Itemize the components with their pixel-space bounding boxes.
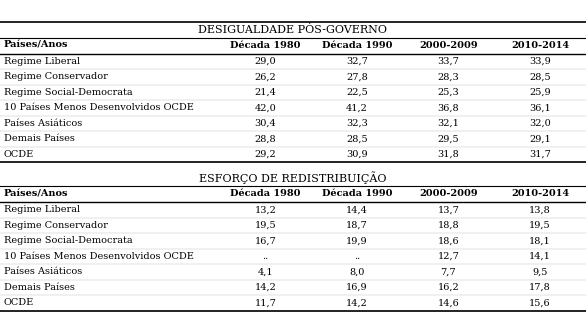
Text: Regime Social-Democrata: Regime Social-Democrata [4, 88, 132, 97]
Text: 11,7: 11,7 [254, 298, 277, 307]
Text: OCDE: OCDE [4, 298, 34, 307]
Text: Países/Anos: Países/Anos [4, 190, 69, 199]
Text: 19,5: 19,5 [529, 221, 551, 230]
Text: 32,3: 32,3 [346, 119, 368, 128]
Text: 31,7: 31,7 [529, 150, 551, 159]
Text: 27,8: 27,8 [346, 72, 368, 81]
Text: 28,8: 28,8 [255, 134, 276, 143]
Text: 31,8: 31,8 [437, 150, 459, 159]
Text: Regime Conservador: Regime Conservador [4, 72, 108, 81]
Text: 32,7: 32,7 [346, 57, 368, 66]
Text: 8,0: 8,0 [349, 267, 364, 276]
Text: 17,8: 17,8 [529, 283, 551, 292]
Text: 12,7: 12,7 [437, 252, 459, 261]
Text: 33,9: 33,9 [529, 57, 551, 66]
Text: 14,1: 14,1 [529, 252, 551, 261]
Text: 18,1: 18,1 [529, 236, 551, 245]
Text: ..: .. [354, 252, 360, 261]
Text: 28,3: 28,3 [437, 72, 459, 81]
Text: 10 Países Menos Desenvolvidos OCDE: 10 Países Menos Desenvolvidos OCDE [4, 103, 194, 112]
Text: 14,2: 14,2 [254, 283, 277, 292]
Text: 13,2: 13,2 [254, 205, 277, 214]
Text: 29,2: 29,2 [254, 150, 277, 159]
Text: 9,5: 9,5 [532, 267, 548, 276]
Text: Década 1990: Década 1990 [322, 41, 392, 50]
Text: Regime Social-Democrata: Regime Social-Democrata [4, 236, 132, 245]
Text: Regime Liberal: Regime Liberal [4, 57, 80, 66]
Text: 13,7: 13,7 [437, 205, 459, 214]
Text: 26,2: 26,2 [254, 72, 277, 81]
Text: 2000-2009: 2000-2009 [419, 41, 478, 50]
Text: Demais Países: Demais Países [4, 134, 75, 143]
Text: ESFORÇO DE REDISTRIBUIÇÃO: ESFORÇO DE REDISTRIBUIÇÃO [199, 172, 387, 184]
Text: 29,0: 29,0 [255, 57, 276, 66]
Text: 42,0: 42,0 [254, 103, 277, 112]
Text: 19,9: 19,9 [346, 236, 367, 245]
Text: 32,0: 32,0 [529, 119, 551, 128]
Text: 36,8: 36,8 [438, 103, 459, 112]
Text: 33,7: 33,7 [437, 57, 459, 66]
Text: 28,5: 28,5 [529, 72, 551, 81]
Text: 30,4: 30,4 [254, 119, 277, 128]
Text: 29,1: 29,1 [529, 134, 551, 143]
Text: 16,9: 16,9 [346, 283, 367, 292]
Text: 14,6: 14,6 [437, 298, 459, 307]
Text: 7,7: 7,7 [441, 267, 456, 276]
Text: 14,4: 14,4 [346, 205, 368, 214]
Text: 10 Países Menos Desenvolvidos OCDE: 10 Países Menos Desenvolvidos OCDE [4, 252, 194, 261]
Text: Países Asiáticos: Países Asiáticos [4, 267, 82, 276]
Text: Década 1980: Década 1980 [230, 190, 301, 199]
Text: 29,5: 29,5 [438, 134, 459, 143]
Text: ..: .. [263, 252, 268, 261]
Text: Países Asiáticos: Países Asiáticos [4, 119, 82, 128]
Text: 18,7: 18,7 [346, 221, 368, 230]
Text: Década 1980: Década 1980 [230, 41, 301, 50]
Text: OCDE: OCDE [4, 150, 34, 159]
Text: 25,3: 25,3 [437, 88, 459, 97]
Text: 15,6: 15,6 [529, 298, 551, 307]
Text: 13,8: 13,8 [529, 205, 551, 214]
Text: 2010-2014: 2010-2014 [511, 41, 569, 50]
Text: 18,6: 18,6 [438, 236, 459, 245]
Text: 19,5: 19,5 [255, 221, 276, 230]
Text: 2010-2014: 2010-2014 [511, 190, 569, 199]
Text: Demais Países: Demais Países [4, 283, 75, 292]
Text: Países/Anos: Países/Anos [4, 41, 69, 50]
Text: 4,1: 4,1 [258, 267, 273, 276]
Text: Regime Liberal: Regime Liberal [4, 205, 80, 214]
Text: 25,9: 25,9 [529, 88, 551, 97]
Text: DESIGUALDADE PÓS-GOVERNO: DESIGUALDADE PÓS-GOVERNO [199, 24, 387, 35]
Text: 41,2: 41,2 [346, 103, 368, 112]
Text: 16,2: 16,2 [437, 283, 459, 292]
Text: 22,5: 22,5 [346, 88, 368, 97]
Text: 28,5: 28,5 [346, 134, 367, 143]
Text: 36,1: 36,1 [529, 103, 551, 112]
Text: 16,7: 16,7 [254, 236, 277, 245]
Text: Década 1990: Década 1990 [322, 190, 392, 199]
Text: Regime Conservador: Regime Conservador [4, 221, 108, 230]
Text: 2000-2009: 2000-2009 [419, 190, 478, 199]
Text: 21,4: 21,4 [254, 88, 277, 97]
Text: 18,8: 18,8 [438, 221, 459, 230]
Text: 30,9: 30,9 [346, 150, 367, 159]
Text: 14,2: 14,2 [346, 298, 368, 307]
Text: 32,1: 32,1 [437, 119, 459, 128]
